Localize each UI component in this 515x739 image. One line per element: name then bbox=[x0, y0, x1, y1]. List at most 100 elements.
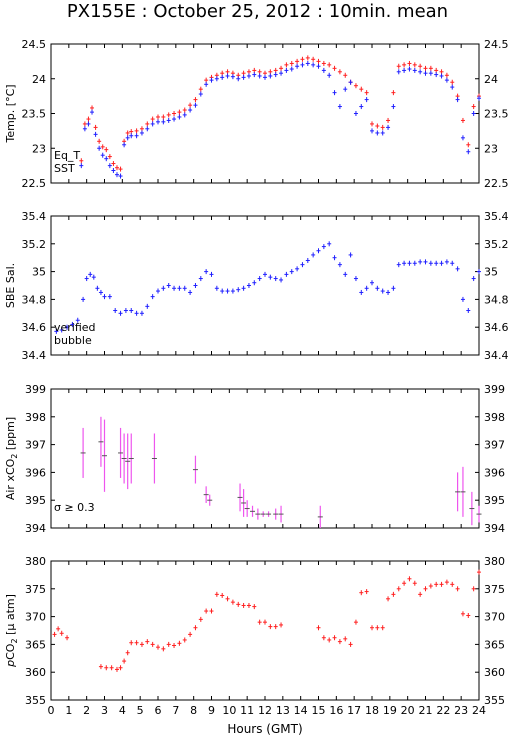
data-point bbox=[460, 466, 466, 517]
data-point bbox=[100, 152, 105, 158]
data-point bbox=[343, 636, 348, 642]
data-point bbox=[343, 72, 348, 78]
y-tick-label-left: 360 bbox=[25, 666, 46, 679]
y-tick-label-right: 34.4 bbox=[484, 349, 509, 362]
data-point bbox=[332, 255, 337, 261]
panel-frame bbox=[50, 388, 480, 529]
data-point bbox=[128, 433, 134, 484]
data-point bbox=[343, 86, 348, 92]
data-point bbox=[386, 596, 391, 602]
data-point bbox=[70, 321, 75, 327]
data-point bbox=[423, 259, 428, 265]
x-tick-label: 6 bbox=[155, 704, 162, 717]
data-point bbox=[386, 124, 391, 130]
y-tick-label-right: 380 bbox=[484, 555, 505, 568]
data-point bbox=[225, 73, 230, 79]
data-point bbox=[246, 602, 251, 608]
x-tick-label: 17 bbox=[347, 704, 361, 717]
y-tick-label-right: 395 bbox=[484, 494, 505, 507]
data-point bbox=[359, 590, 364, 596]
data-point bbox=[252, 604, 257, 610]
x-tick-label: 18 bbox=[365, 704, 379, 717]
data-point bbox=[418, 63, 423, 69]
data-point bbox=[54, 328, 59, 334]
data-point bbox=[391, 285, 396, 291]
x-tick-label: 22 bbox=[436, 704, 450, 717]
data-point bbox=[316, 58, 321, 64]
data-point bbox=[460, 296, 465, 302]
data-point bbox=[450, 79, 455, 85]
data-point bbox=[97, 138, 102, 144]
data-point bbox=[359, 104, 364, 110]
data-point bbox=[348, 641, 353, 647]
data-point bbox=[316, 625, 321, 631]
data-point bbox=[118, 166, 123, 172]
data-point bbox=[139, 310, 144, 316]
data-point bbox=[407, 60, 412, 66]
y-tick-label-right: 397 bbox=[484, 439, 505, 452]
data-point bbox=[161, 285, 166, 291]
data-point bbox=[257, 69, 262, 75]
data-point bbox=[332, 635, 337, 641]
data-point bbox=[311, 62, 316, 68]
y-tick-label-left: 35.2 bbox=[22, 238, 47, 251]
data-point bbox=[337, 262, 342, 268]
y-tick-label-right: 375 bbox=[484, 583, 505, 596]
data-point bbox=[402, 580, 407, 586]
data-point bbox=[460, 611, 465, 617]
x-tick-label: 20 bbox=[401, 704, 415, 717]
y-tick-label-right: 35 bbox=[484, 266, 498, 279]
data-point bbox=[203, 486, 209, 503]
data-point bbox=[273, 276, 278, 282]
y-tick-label-left: 399 bbox=[25, 383, 46, 396]
x-tick-label: 12 bbox=[258, 704, 272, 717]
x-tick-label: 16 bbox=[329, 704, 343, 717]
data-point bbox=[156, 119, 160, 125]
data-point bbox=[407, 576, 412, 582]
data-point bbox=[316, 63, 321, 69]
data-point bbox=[279, 65, 284, 71]
series-eq-t bbox=[79, 55, 481, 172]
data-point bbox=[113, 308, 118, 314]
data-point bbox=[471, 276, 476, 282]
y-tick-label-right: 365 bbox=[484, 638, 505, 651]
x-tick-label: 3 bbox=[101, 704, 108, 717]
data-point bbox=[289, 66, 294, 72]
y-tick-label-left: 365 bbox=[25, 638, 46, 651]
data-point bbox=[460, 117, 465, 123]
data-point bbox=[279, 622, 284, 628]
data-point bbox=[471, 586, 476, 592]
data-point bbox=[466, 149, 471, 155]
data-point bbox=[386, 117, 391, 123]
data-point bbox=[52, 631, 57, 637]
data-point bbox=[139, 130, 144, 136]
data-point bbox=[396, 262, 401, 268]
data-point bbox=[375, 625, 380, 631]
data-point bbox=[172, 285, 177, 291]
data-point bbox=[122, 658, 127, 664]
data-point bbox=[111, 167, 116, 173]
data-point bbox=[327, 637, 332, 643]
data-point bbox=[428, 70, 433, 76]
x-tick-label: 23 bbox=[454, 704, 468, 717]
data-point bbox=[86, 121, 91, 127]
x-tick-label: 19 bbox=[383, 704, 397, 717]
data-point bbox=[295, 63, 300, 69]
data-point bbox=[418, 259, 423, 265]
data-point bbox=[273, 67, 278, 73]
data-point bbox=[88, 271, 93, 277]
data-point bbox=[102, 419, 107, 492]
data-point bbox=[321, 67, 326, 73]
y-tick-label-left: 34.6 bbox=[22, 321, 47, 334]
data-point bbox=[241, 70, 246, 76]
data-point bbox=[476, 505, 482, 523]
data-point bbox=[273, 624, 278, 630]
data-point bbox=[209, 271, 214, 277]
y-tick-label-right: 34.8 bbox=[484, 293, 509, 306]
data-point bbox=[439, 73, 444, 79]
data-point bbox=[188, 631, 193, 637]
data-point bbox=[434, 581, 439, 587]
data-point bbox=[198, 276, 203, 282]
data-point bbox=[250, 505, 256, 517]
data-point bbox=[466, 142, 471, 148]
